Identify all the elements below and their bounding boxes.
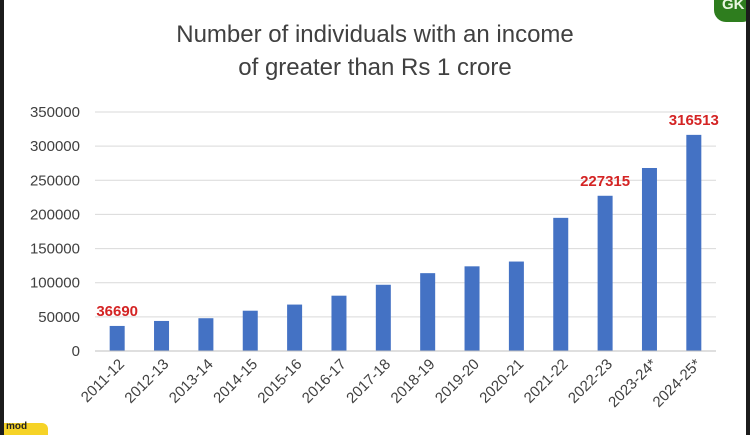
- bar: [641, 167, 657, 351]
- x-tick-label: 2012-13: [121, 356, 172, 407]
- x-tick-label: 2018-19: [388, 356, 439, 407]
- bar: [597, 195, 613, 351]
- bar: [420, 273, 436, 351]
- bar-chart: 0 50000 100000 150000 200000 250000 300000 3500…: [30, 104, 719, 411]
- y-tick-label: 250000: [30, 172, 80, 189]
- chart-title-line2: of greater than Rs 1 crore: [238, 54, 512, 81]
- x-tick-label: 2024-25*: [650, 356, 705, 411]
- x-tick-label: 2019-20: [432, 356, 483, 407]
- x-tick-label: 2021-22: [521, 356, 572, 407]
- corner-logo-badge: GK: [714, 0, 746, 22]
- y-tick-label: 350000: [30, 104, 80, 121]
- bar: [464, 266, 480, 351]
- x-tick-label: 2015-16: [254, 356, 305, 407]
- bar: [287, 304, 303, 351]
- x-tick-label: 2013-14: [166, 356, 217, 407]
- bar: [686, 134, 702, 351]
- x-tick-label: 2014-15: [210, 356, 261, 407]
- bar: [553, 217, 569, 351]
- y-tick-label: 200000: [30, 206, 80, 223]
- chart-title: Number of individuals with an income of …: [4, 18, 746, 84]
- x-tick-label: 2020-21: [476, 356, 527, 407]
- x-tick-label: 2016-17: [299, 356, 350, 407]
- data-label: 316513: [669, 112, 719, 129]
- bar: [154, 320, 170, 351]
- x-tick-label: 2017-18: [343, 356, 394, 407]
- chart-title-line1: Number of individuals with an income: [176, 21, 574, 48]
- bar: [508, 261, 524, 351]
- data-label: 227315: [580, 173, 630, 190]
- y-tick-label: 300000: [30, 138, 80, 155]
- bar: [331, 295, 347, 351]
- bar: [375, 284, 391, 351]
- y-tick-label: 150000: [30, 241, 80, 258]
- bar: [198, 318, 214, 351]
- data-label: 36690: [96, 303, 138, 320]
- y-tick-label: 0: [72, 343, 80, 360]
- bottom-logo-badge: mod: [4, 421, 48, 435]
- y-tick-label: 50000: [38, 309, 80, 326]
- y-tick-label: 100000: [30, 275, 80, 292]
- bar: [242, 310, 258, 351]
- x-tick-label: 2011-12: [78, 356, 128, 406]
- chart-frame: Number of individuals with an income of …: [4, 0, 746, 435]
- bar: [109, 325, 125, 351]
